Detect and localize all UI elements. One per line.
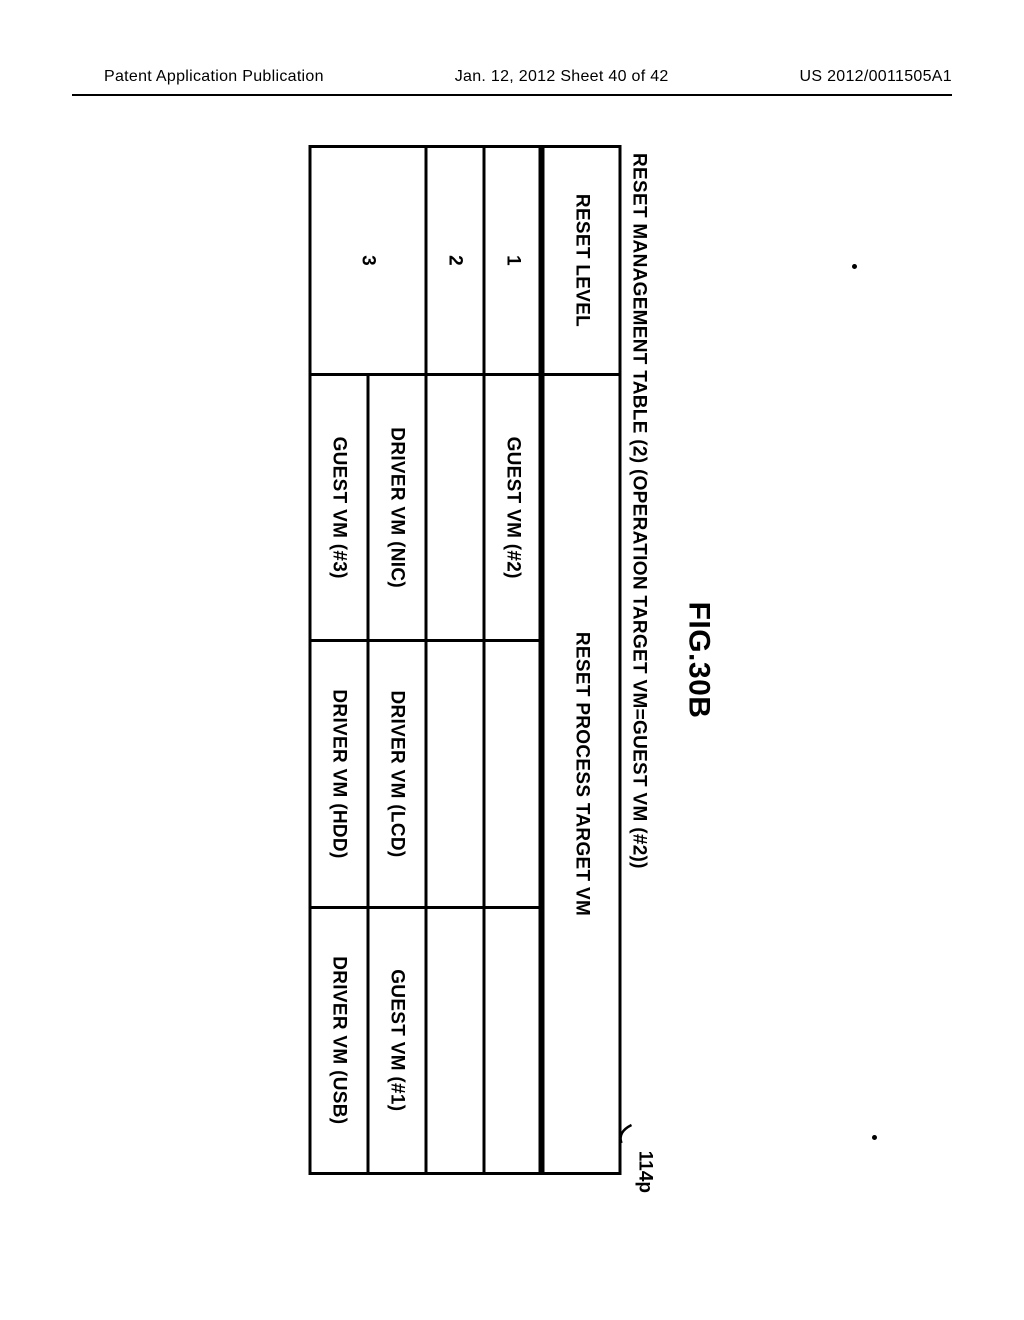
- figure-label: FIG.30B: [682, 145, 716, 1175]
- table-row: 1 GUEST VM (#2): [484, 147, 542, 1174]
- speck-icon: [852, 264, 857, 269]
- callout-leader-icon: [612, 1123, 634, 1145]
- table-row: 2: [426, 147, 484, 1174]
- figure-stage: FIG.30B RESET MANAGEMENT TABLE (2) (OPER…: [309, 145, 716, 1175]
- cell-target: DRIVER VM (LCD): [368, 641, 426, 907]
- cell-target: [484, 641, 542, 907]
- speck-icon: [872, 1135, 877, 1140]
- table-caption: RESET MANAGEMENT TABLE (2) (OPERATION TA…: [628, 153, 650, 1175]
- cell-target: DRIVER VM (USB): [310, 907, 368, 1173]
- table-block: RESET MANAGEMENT TABLE (2) (OPERATION TA…: [309, 145, 650, 1175]
- reset-management-table: RESET LEVEL RESET PROCESS TARGET VM 1 GU…: [309, 145, 622, 1175]
- cell-target: GUEST VM (#2): [484, 375, 542, 641]
- cell-level: 2: [426, 147, 484, 375]
- header-publication: Patent Application Publication: [104, 68, 324, 86]
- cell-level: 3: [310, 147, 426, 375]
- cell-target: DRIVER VM (HDD): [310, 641, 368, 907]
- cell-target: GUEST VM (#1): [368, 907, 426, 1173]
- cell-target: GUEST VM (#3): [310, 375, 368, 641]
- col-header-reset-target: RESET PROCESS TARGET VM: [542, 375, 620, 1174]
- cell-target: DRIVER VM (NIC): [368, 375, 426, 641]
- cell-target: [426, 641, 484, 907]
- cell-target: [426, 375, 484, 641]
- col-header-reset-level: RESET LEVEL: [542, 147, 620, 375]
- page-header: Patent Application Publication Jan. 12, …: [0, 68, 1024, 86]
- cell-target: [484, 907, 542, 1173]
- header-pubnumber: US 2012/0011505A1: [800, 68, 952, 86]
- header-date-sheet: Jan. 12, 2012 Sheet 40 of 42: [455, 68, 669, 86]
- table-row: 3 DRIVER VM (NIC) DRIVER VM (LCD) GUEST …: [368, 147, 426, 1174]
- header-rule: [72, 94, 952, 96]
- cell-target: [426, 907, 484, 1173]
- cell-level: 1: [484, 147, 542, 375]
- table-header-row: RESET LEVEL RESET PROCESS TARGET VM: [542, 147, 620, 1174]
- callout-ref: 114p: [634, 1151, 656, 1193]
